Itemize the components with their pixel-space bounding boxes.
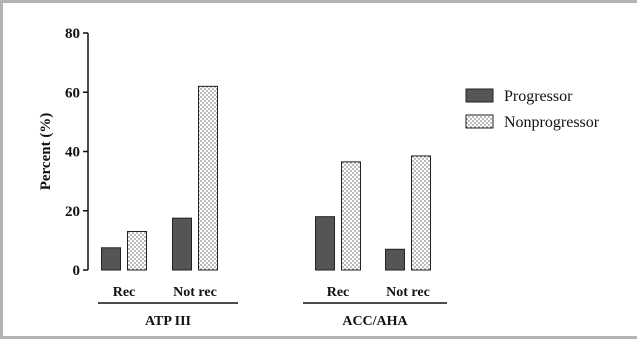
bar-progressor [385,248,405,271]
bar-progressor [101,247,121,271]
group-label: ACC/AHA [342,314,408,329]
y-tick-label: 80 [65,26,80,42]
bar-nonprogressor [127,230,147,271]
y-tick-label: 40 [65,145,80,161]
bar-nonprogressor [341,161,361,271]
y-tick-label: 0 [73,263,81,279]
bar-progressor [172,217,192,271]
x-category-label: Rec [327,285,350,300]
group-label: ATP III [145,314,191,329]
y-axis-label: Percent (%) [38,113,54,191]
legend-label-progressor: Progressor [504,88,573,105]
x-category-label: Not rec [173,285,217,300]
y-tick-label: 20 [65,204,80,220]
legend-label-nonprogressor: Nonprogressor [504,114,600,131]
x-category-label: Rec [113,285,136,300]
bar-nonprogressor [198,85,218,271]
y-tick-label: 60 [65,85,80,101]
bar-progressor [315,216,335,271]
legend-swatch-nonprogressor [465,114,494,129]
bar-nonprogressor [411,155,431,271]
x-category-label: Not rec [386,285,430,300]
legend-swatch-progressor [465,88,494,103]
